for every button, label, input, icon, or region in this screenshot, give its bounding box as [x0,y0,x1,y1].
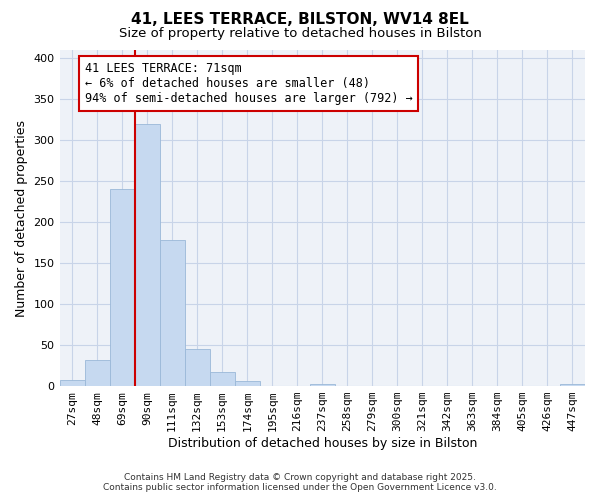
Bar [110,190,134,386]
Text: 41, LEES TERRACE, BILSTON, WV14 8EL: 41, LEES TERRACE, BILSTON, WV14 8EL [131,12,469,28]
Bar [134,124,160,386]
Bar [185,349,209,386]
Bar [310,384,335,386]
Text: Size of property relative to detached houses in Bilston: Size of property relative to detached ho… [119,28,481,40]
Text: Contains public sector information licensed under the Open Government Licence v3: Contains public sector information licen… [103,484,497,492]
Bar [560,384,585,386]
X-axis label: Distribution of detached houses by size in Bilston: Distribution of detached houses by size … [167,437,477,450]
Text: Contains HM Land Registry data © Crown copyright and database right 2025.: Contains HM Land Registry data © Crown c… [124,474,476,482]
Bar [160,240,185,386]
Bar [209,372,235,386]
Bar [235,381,260,386]
Y-axis label: Number of detached properties: Number of detached properties [15,120,28,316]
Bar [59,380,85,386]
Bar [85,360,110,386]
Text: 41 LEES TERRACE: 71sqm
← 6% of detached houses are smaller (48)
94% of semi-deta: 41 LEES TERRACE: 71sqm ← 6% of detached … [85,62,412,106]
